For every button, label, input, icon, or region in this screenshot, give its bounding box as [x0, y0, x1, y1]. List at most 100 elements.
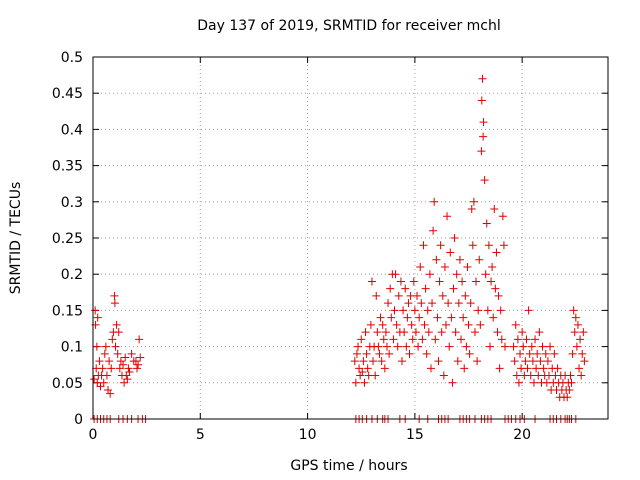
data-point	[401, 284, 410, 293]
data-point	[361, 328, 370, 337]
data-point	[579, 328, 588, 337]
data-points	[90, 74, 589, 423]
x-tick-label: 20	[513, 427, 531, 443]
data-point	[112, 320, 121, 329]
y-tick-label: 0.45	[52, 86, 83, 102]
data-point	[107, 364, 116, 373]
data-point	[436, 241, 445, 250]
data-point	[106, 389, 115, 398]
y-tick-label: 0.5	[61, 50, 83, 66]
data-point	[366, 320, 375, 329]
data-point	[443, 212, 452, 221]
data-point	[100, 349, 109, 358]
data-point	[393, 342, 402, 351]
data-point	[499, 241, 508, 250]
data-point	[119, 360, 128, 369]
y-tick-label: 0.35	[52, 159, 83, 175]
data-point	[429, 226, 438, 235]
data-point	[350, 357, 359, 366]
data-point	[448, 378, 457, 387]
data-point	[501, 342, 509, 351]
data-point	[399, 306, 408, 315]
data-point	[377, 357, 386, 366]
data-point	[481, 270, 490, 279]
data-point	[136, 353, 145, 362]
data-point	[464, 320, 473, 329]
data-point	[374, 342, 383, 351]
data-point	[509, 342, 518, 351]
data-point	[496, 306, 505, 315]
data-point	[387, 313, 396, 322]
data-point	[452, 270, 461, 279]
data-point	[91, 306, 100, 315]
data-point	[458, 277, 467, 286]
data-point	[566, 371, 575, 380]
data-point	[475, 255, 484, 264]
data-point	[460, 364, 469, 373]
data-point	[351, 378, 360, 387]
data-point	[567, 378, 576, 387]
data-point	[132, 364, 141, 373]
data-point	[430, 197, 439, 206]
data-point	[454, 299, 463, 308]
data-point	[378, 320, 387, 329]
data-point	[528, 357, 537, 366]
data-point	[570, 328, 579, 337]
data-point	[420, 320, 429, 329]
data-point	[110, 299, 119, 308]
data-point	[122, 371, 131, 380]
data-point	[577, 371, 586, 380]
data-point	[497, 335, 506, 344]
data-point	[571, 313, 580, 322]
grid	[93, 57, 608, 419]
data-point	[468, 241, 477, 250]
data-point	[439, 371, 448, 380]
data-point	[120, 378, 129, 387]
data-point	[372, 291, 381, 300]
data-point	[386, 284, 395, 293]
data-point	[411, 328, 420, 337]
data-point	[578, 349, 587, 358]
data-point	[357, 335, 366, 344]
data-point	[519, 342, 528, 351]
data-point	[484, 241, 493, 250]
data-point	[124, 364, 133, 373]
data-point	[379, 335, 388, 344]
data-point	[98, 364, 107, 373]
data-point	[355, 364, 364, 373]
data-point	[394, 291, 403, 300]
data-point	[478, 74, 487, 83]
data-point	[403, 313, 412, 322]
data-point	[476, 320, 485, 329]
data-point	[382, 342, 391, 351]
data-point	[114, 328, 123, 337]
data-point	[576, 335, 585, 344]
data-point	[513, 335, 522, 344]
data-point	[398, 357, 406, 366]
data-point	[131, 357, 140, 366]
data-point	[108, 335, 117, 344]
data-point	[396, 277, 405, 286]
data-point	[572, 342, 581, 351]
data-point	[479, 118, 488, 127]
data-point	[421, 284, 430, 293]
data-point	[446, 248, 455, 257]
data-point	[414, 342, 423, 351]
data-point	[113, 349, 122, 358]
data-point	[134, 360, 143, 369]
data-point	[352, 349, 361, 358]
y-tick-label: 0.2	[61, 267, 83, 283]
data-point	[479, 132, 488, 141]
data-point	[492, 248, 501, 257]
data-point	[457, 335, 466, 344]
data-point	[453, 357, 462, 366]
data-point	[536, 357, 545, 366]
y-tick-label: 0.3	[61, 195, 83, 211]
data-point	[367, 277, 376, 286]
data-point	[440, 262, 449, 271]
data-point	[363, 364, 372, 373]
data-point	[402, 342, 411, 351]
data-point	[410, 306, 419, 315]
data-point	[449, 284, 458, 293]
